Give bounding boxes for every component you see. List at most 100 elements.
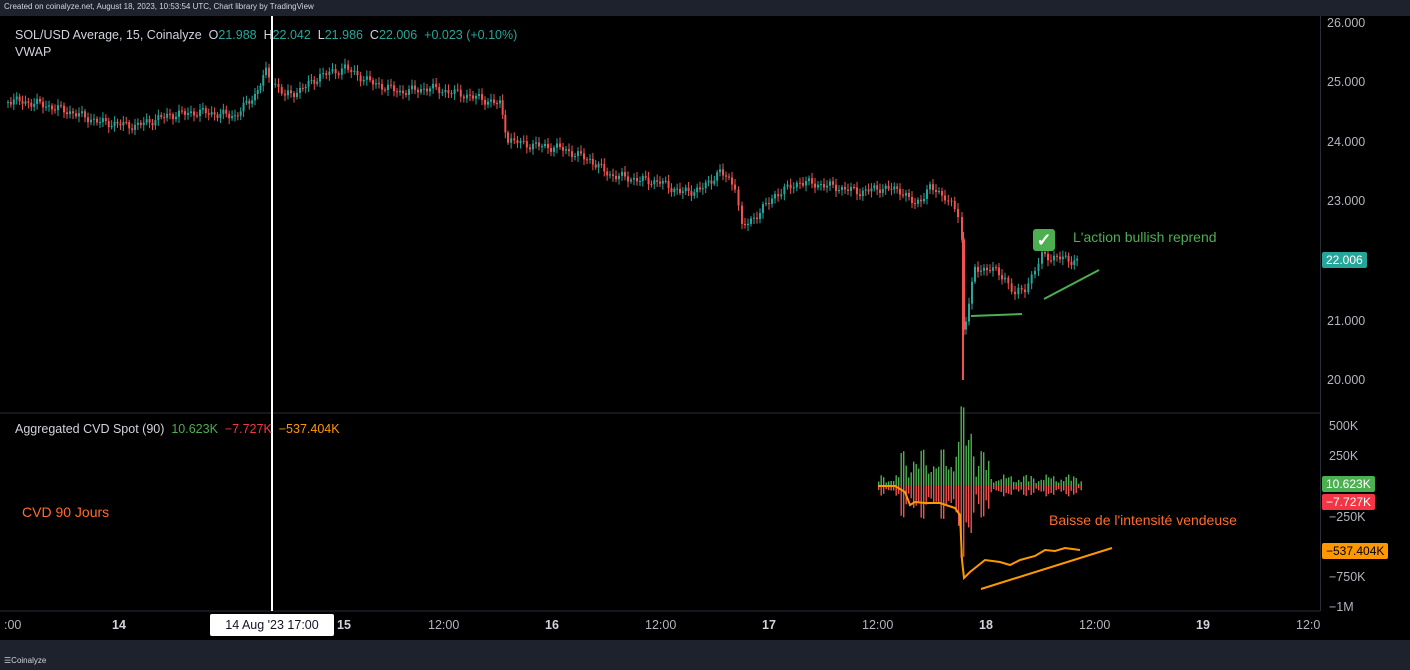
cvd-buy-bar	[968, 439, 970, 486]
candle-body	[568, 149, 570, 152]
candle-body	[184, 111, 186, 115]
cvd-sell-bar	[1028, 486, 1030, 491]
cvd-buy-bar	[1013, 481, 1015, 486]
candle-body	[707, 180, 710, 183]
candle-body	[612, 174, 614, 176]
candle-body	[304, 86, 307, 89]
cvd-buy-bar	[1058, 482, 1060, 486]
cvd-sell-bar	[895, 486, 897, 496]
cvd-buy-bar	[918, 468, 920, 486]
candle-body	[337, 73, 340, 75]
bullish-trend-line	[1043, 269, 1100, 300]
candle-body	[1047, 253, 1049, 261]
cvd-sell-bar	[1048, 486, 1050, 494]
candle-body	[84, 111, 86, 118]
candle-body	[444, 89, 447, 93]
chart-canvas[interactable]	[0, 16, 1410, 640]
candle-body	[713, 180, 716, 184]
candle-body	[51, 105, 53, 110]
cvd-buy-bar	[993, 482, 995, 486]
cvd-sell-bar	[1078, 486, 1080, 489]
candle-body	[859, 194, 861, 196]
candle-body	[881, 188, 884, 193]
candle-body	[829, 181, 831, 186]
cvd-sell-bar	[965, 486, 967, 523]
cvd-red-tag: −7.727K	[1322, 494, 1376, 510]
cvd-buy-bar	[1053, 476, 1055, 486]
cvd-sell-bar	[913, 486, 915, 508]
candle-body	[571, 151, 573, 157]
price-tick: 23.000	[1327, 194, 1366, 208]
cvd-buy-bar	[955, 456, 957, 486]
candle-body	[1001, 275, 1003, 280]
candle-body	[90, 119, 92, 123]
candle-body	[728, 176, 730, 178]
candle-body	[618, 175, 620, 180]
candle-body	[172, 114, 174, 120]
cvd-buy-bar	[943, 449, 945, 486]
cvd-buy-bar	[1035, 483, 1037, 486]
cvd-sell-bar	[980, 486, 982, 518]
candle-body	[423, 88, 425, 90]
candle-body	[559, 143, 561, 148]
candle-body	[15, 96, 18, 100]
candle-body	[522, 140, 525, 142]
candle-body	[93, 118, 95, 120]
candle-body	[799, 182, 801, 184]
cvd-buy-bar	[940, 449, 942, 486]
candle-body	[676, 188, 679, 190]
candle-body	[941, 191, 943, 196]
candle-body	[641, 176, 644, 181]
candle-body	[1007, 277, 1010, 284]
cvd-sell-bar	[943, 486, 945, 519]
price-legend: SOL/USD Average, 15, Coinalyze O21.988 H…	[15, 28, 517, 42]
candle-body	[734, 184, 736, 190]
price-tick: 24.000	[1327, 135, 1366, 149]
candle-body	[737, 189, 740, 206]
candle-body	[81, 111, 83, 114]
cvd-tick: −250K	[1329, 510, 1366, 524]
candle-body	[116, 121, 119, 124]
candle-body	[478, 94, 480, 97]
candle-body	[977, 266, 979, 272]
cvd-buy-bar	[1073, 476, 1075, 486]
candle-body	[426, 88, 428, 92]
candle-body	[438, 87, 441, 94]
vwap-indicator-label[interactable]: VWAP	[15, 45, 52, 59]
chart-frame[interactable]: SOL/USD Average, 15, Coinalyze O21.988 H…	[0, 16, 1410, 640]
candle-body	[747, 223, 749, 226]
cvd-buy-bar	[1055, 481, 1057, 486]
candle-body	[501, 100, 504, 115]
candle-body	[679, 188, 681, 194]
candle-body	[310, 79, 313, 81]
candle-body	[378, 83, 380, 85]
coinalyze-logo: ☰Coinalyze	[4, 656, 47, 665]
cvd-buy-bar	[895, 475, 897, 486]
candle-body	[667, 180, 670, 189]
candle-body	[968, 303, 970, 322]
selling-intensity-annotation: Baisse de l'intensité vendeuse	[1049, 512, 1237, 528]
candle-body	[274, 83, 277, 85]
candle-body	[983, 267, 985, 271]
candle-body	[624, 172, 626, 177]
candle-body	[322, 73, 325, 75]
candle-body	[750, 218, 752, 224]
candle-body	[104, 118, 107, 122]
open-value: 21.988	[218, 28, 257, 42]
top-bar: Created on coinalyze.net, August 18, 202…	[0, 0, 1410, 16]
candle-body	[600, 163, 603, 165]
cvd-buy-bar	[1038, 481, 1040, 486]
cvd-buy-bar	[1023, 476, 1025, 486]
cvd-sell-bar	[1055, 486, 1057, 491]
candle-body	[493, 99, 495, 104]
candle-body	[792, 187, 795, 189]
candle-body	[293, 93, 295, 97]
candle-body	[187, 112, 189, 115]
candle-body	[356, 70, 359, 76]
candle-body	[216, 114, 219, 118]
candle-body	[36, 98, 39, 104]
cvd-green-tag: 10.623K	[1322, 476, 1375, 492]
candle-body	[633, 178, 635, 180]
low-value: 21.986	[324, 28, 363, 42]
candle-body	[811, 178, 813, 184]
